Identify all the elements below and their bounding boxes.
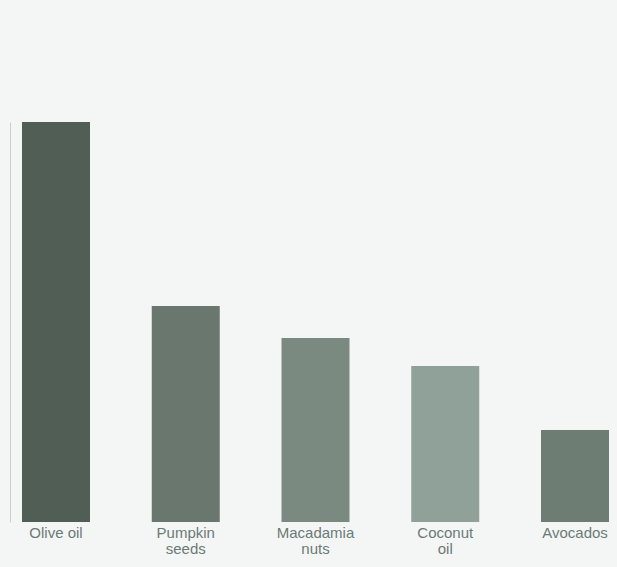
x-tick-label: Pumpkinseeds <box>157 524 215 557</box>
bar <box>411 366 479 522</box>
y-axis-line <box>10 123 11 523</box>
x-tick: Avocados <box>542 524 608 541</box>
bar <box>282 338 350 522</box>
x-tick-label: Avocados <box>542 524 608 541</box>
bar <box>152 306 220 522</box>
chart: Olive oil Pumpkinseeds Macadamianuts Coconu… <box>0 0 617 567</box>
x-tick-label: Macadamianuts <box>277 524 355 557</box>
x-tick: Coconutoil <box>417 524 474 557</box>
x-tick-label: Coconutoil <box>417 524 474 557</box>
y-axis <box>10 123 11 523</box>
x-tick-label: Olive oil <box>29 524 82 541</box>
bars <box>22 122 609 522</box>
x-tick: Macadamianuts <box>277 524 355 557</box>
bar <box>22 122 90 522</box>
x-tick: Olive oil <box>29 524 82 541</box>
background <box>0 0 617 567</box>
x-tick: Pumpkinseeds <box>157 524 215 557</box>
bar <box>541 430 609 522</box>
x-axis: Olive oil Pumpkinseeds Macadamianuts Coconu… <box>29 524 607 557</box>
